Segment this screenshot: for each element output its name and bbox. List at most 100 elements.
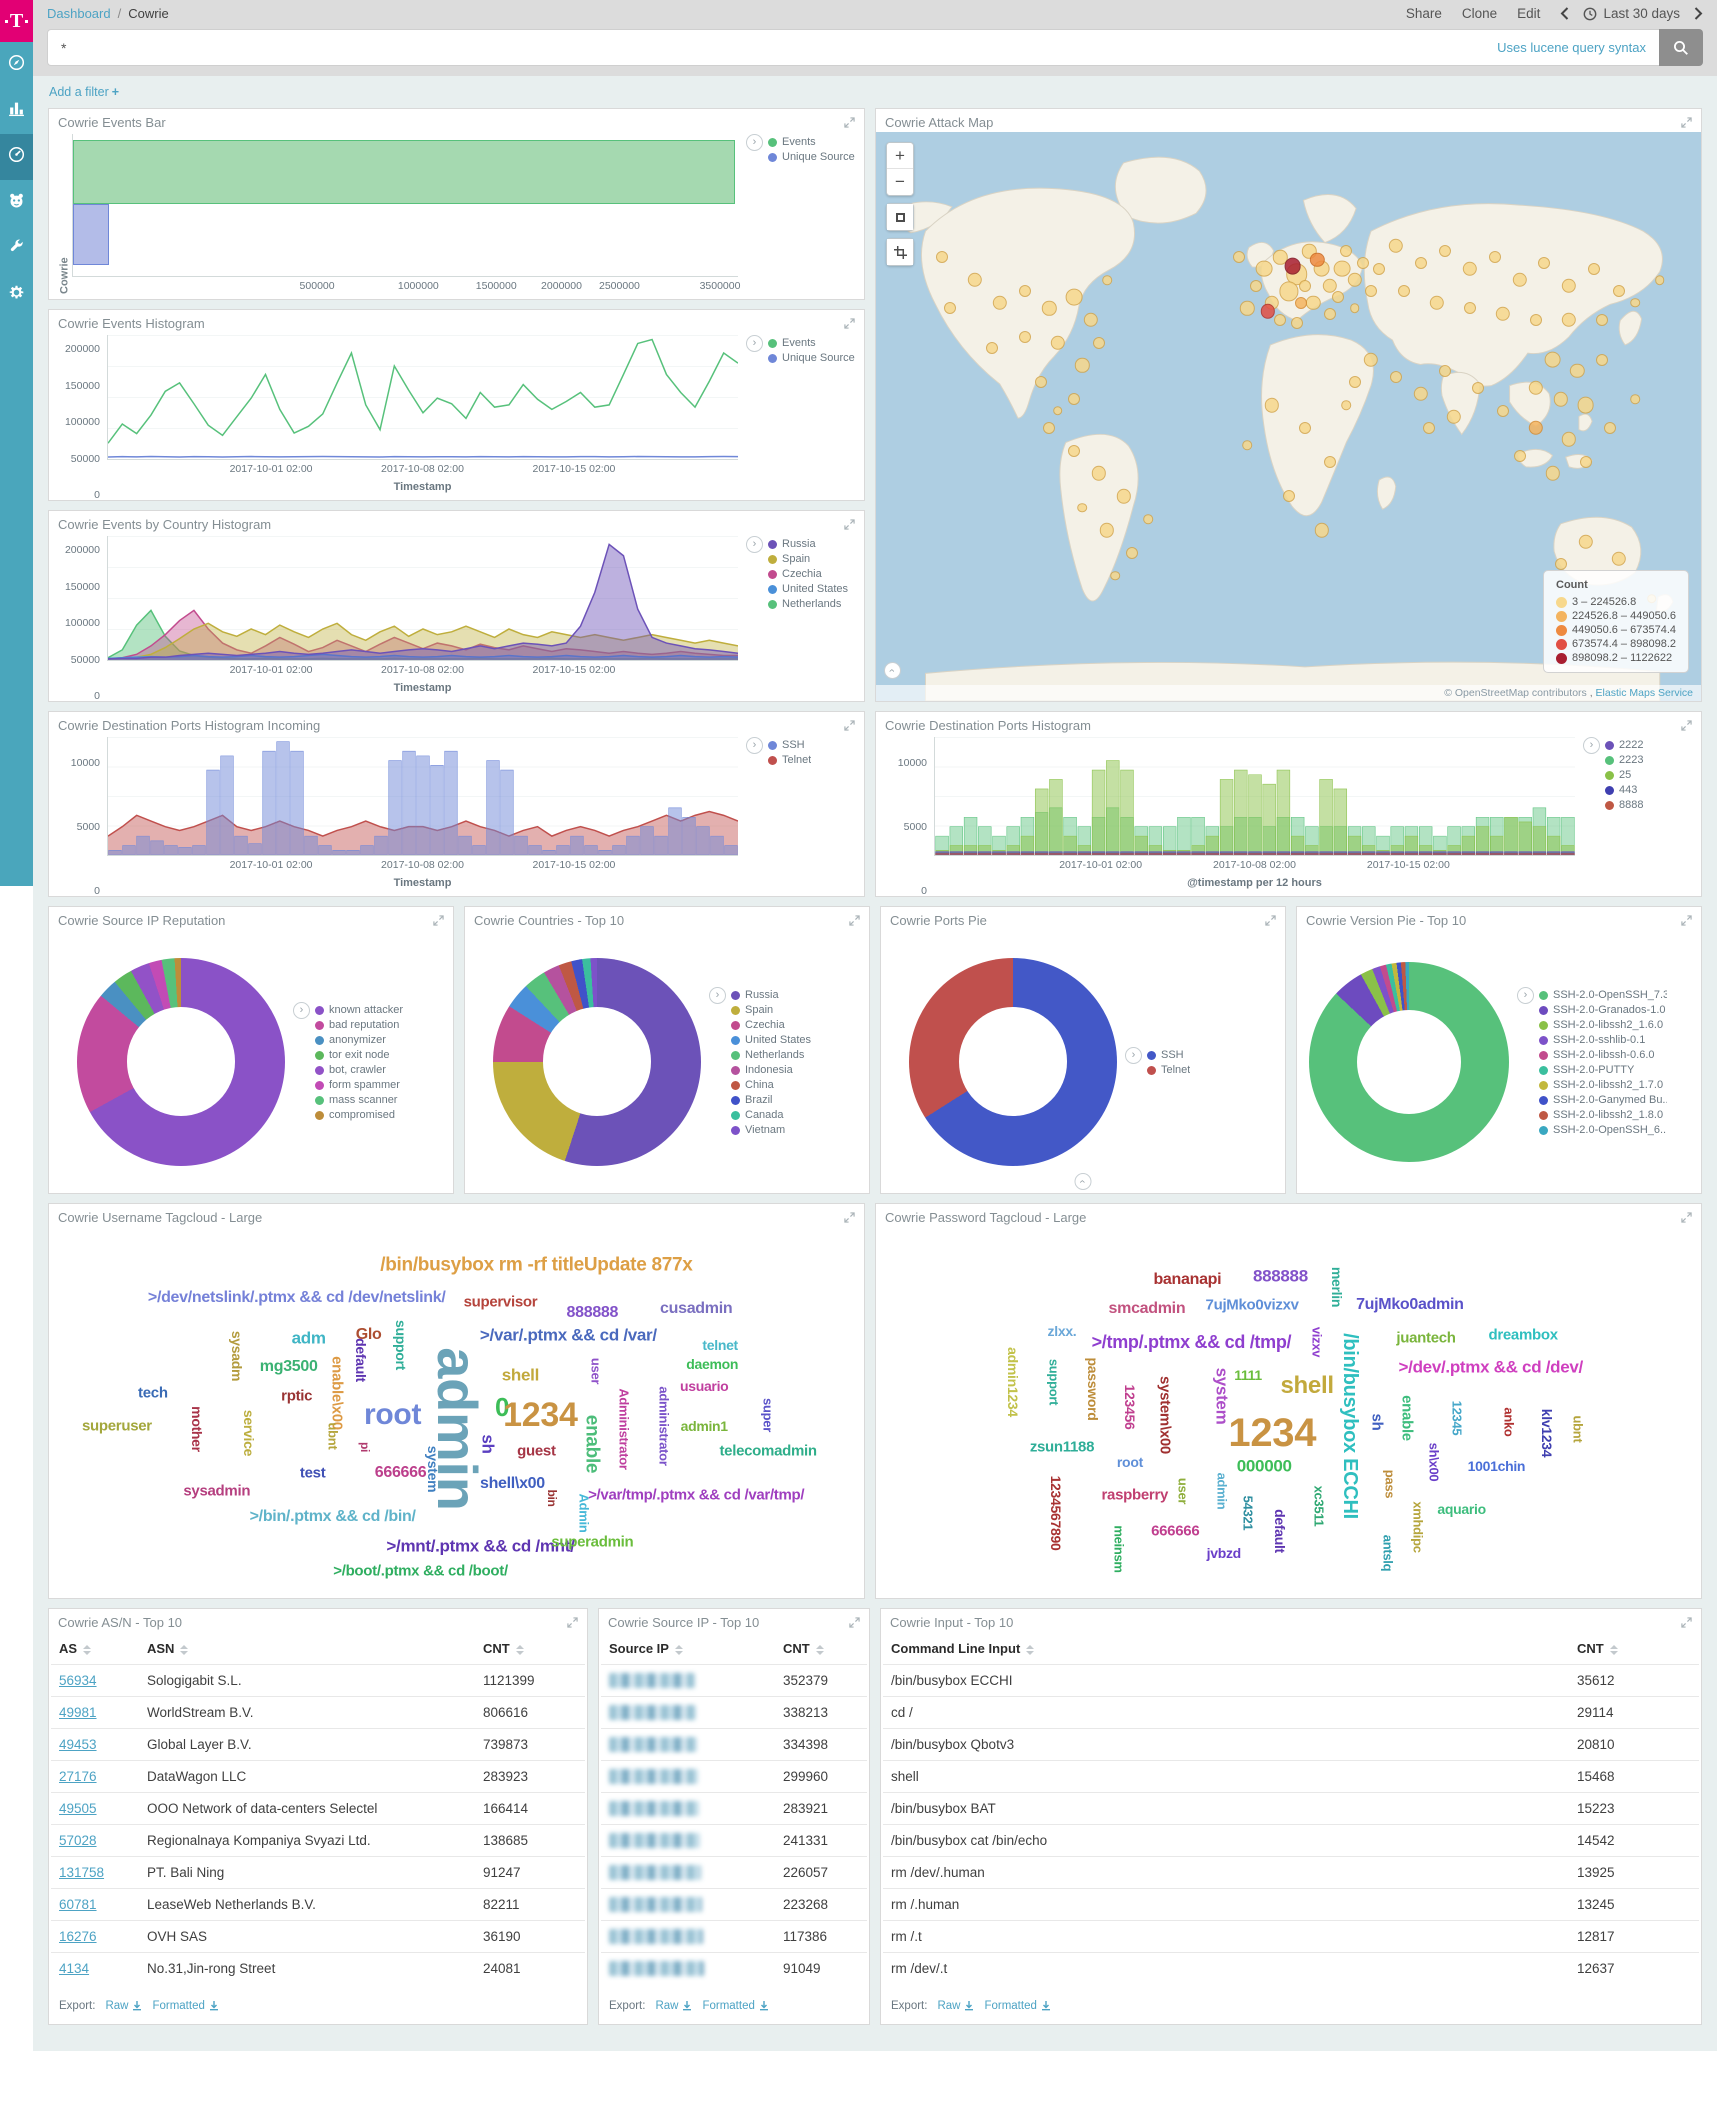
- map-marker[interactable]: [1570, 363, 1585, 379]
- map-marker[interactable]: [1413, 386, 1428, 401]
- tagcloud-word[interactable]: sh: [1368, 1413, 1386, 1431]
- tagcloud-word[interactable]: sh: [478, 1434, 498, 1454]
- map-marker[interactable]: [1528, 420, 1544, 436]
- tagcloud-word[interactable]: enable: [581, 1414, 603, 1473]
- tagcloud-word[interactable]: tech: [138, 1384, 168, 1402]
- map-marker[interactable]: [1306, 295, 1321, 310]
- tagcloud-word[interactable]: daemon: [686, 1355, 739, 1372]
- map-marker[interactable]: [1356, 256, 1369, 269]
- export-formatted-link[interactable]: Formatted: [152, 2000, 218, 2012]
- tagcloud-word[interactable]: >/tmp/.ptmx && cd /tmp/: [1091, 1331, 1292, 1352]
- tagcloud-word[interactable]: raspberry: [1101, 1486, 1169, 1504]
- map-marker[interactable]: [1414, 256, 1427, 269]
- expand-panel-icon[interactable]: [1681, 915, 1692, 926]
- map-marker[interactable]: [1388, 238, 1403, 253]
- bar-events[interactable]: [73, 139, 736, 204]
- tagcloud-word[interactable]: system\x00: [1156, 1375, 1174, 1454]
- tagcloud-word[interactable]: /bin/busybox ECCHI: [1338, 1332, 1361, 1519]
- tagcloud-word[interactable]: merlin: [1329, 1267, 1346, 1308]
- map-marker[interactable]: [1242, 440, 1253, 450]
- expand-panel-icon[interactable]: [844, 519, 855, 530]
- map-marker[interactable]: [1125, 547, 1138, 560]
- map-marker[interactable]: [1544, 351, 1561, 368]
- legend-item[interactable]: 25: [1605, 769, 1643, 781]
- map-marker[interactable]: [1472, 382, 1485, 395]
- map-marker[interactable]: [1065, 288, 1083, 306]
- as-number-link[interactable]: 131758: [59, 1865, 105, 1880]
- map-marker[interactable]: [1530, 313, 1542, 326]
- tagcloud-word[interactable]: shell: [501, 1365, 540, 1385]
- legend-item[interactable]: Events: [768, 337, 856, 349]
- map-marker[interactable]: [1439, 245, 1452, 258]
- map-marker[interactable]: [1446, 409, 1461, 424]
- legend-item[interactable]: 443: [1605, 784, 1643, 796]
- legend-item[interactable]: Netherlands: [768, 598, 848, 610]
- as-number-link[interactable]: 27176: [59, 1769, 97, 1784]
- tagcloud-word[interactable]: 0: [494, 1392, 510, 1423]
- tagcloud-word[interactable]: juantech: [1396, 1329, 1456, 1347]
- search-button[interactable]: [1659, 29, 1703, 66]
- legend-toggle-icon[interactable]: ›: [746, 737, 763, 754]
- legend-item[interactable]: 898098.2 – 1122622: [1556, 652, 1676, 664]
- map-marker[interactable]: [1282, 490, 1295, 503]
- map-marker[interactable]: [1273, 249, 1288, 265]
- expand-panel-icon[interactable]: [1681, 720, 1692, 731]
- legend-item[interactable]: SSH-2.0-libssh2_1.7.0: [1539, 1079, 1667, 1091]
- tagcloud-word[interactable]: support: [392, 1320, 409, 1371]
- legend-toggle-icon[interactable]: ›: [1583, 737, 1600, 754]
- tagcloud-word[interactable]: 666666: [1151, 1522, 1200, 1540]
- tagcloud-word[interactable]: password: [1084, 1357, 1101, 1421]
- world-map[interactable]: + − Count 3 – 224526.8 224526.8 – 449050.…: [876, 132, 1701, 701]
- export-formatted-link[interactable]: Formatted: [984, 2000, 1050, 2012]
- legend-item[interactable]: SSH-2.0-libssh-0.6.0: [1539, 1049, 1667, 1061]
- expand-panel-icon[interactable]: [849, 915, 860, 926]
- as-number-link[interactable]: 49981: [59, 1705, 97, 1720]
- search-query-input[interactable]: [48, 39, 1498, 56]
- expand-panel-icon[interactable]: [1681, 1212, 1692, 1223]
- tagcloud-word[interactable]: sysadmin: [183, 1482, 251, 1500]
- map-marker[interactable]: [1264, 397, 1280, 413]
- legend-item[interactable]: Spain: [768, 553, 848, 565]
- time-range-picker[interactable]: Last 30 days: [1583, 6, 1680, 21]
- legend-toggle-icon[interactable]: ›: [293, 1002, 310, 1019]
- map-marker[interactable]: [1596, 353, 1608, 366]
- legend-item[interactable]: SSH-2.0-sshlib-0.1: [1539, 1034, 1667, 1046]
- map-marker[interactable]: [1333, 260, 1351, 277]
- bar-unique-source-ips[interactable]: [73, 203, 109, 265]
- legend-item[interactable]: 2222: [1605, 739, 1643, 751]
- column-header[interactable]: AS: [51, 1632, 139, 1665]
- map-marker[interactable]: [1052, 406, 1063, 416]
- tagcloud-word[interactable]: cusadmin: [660, 1300, 733, 1318]
- map-marker[interactable]: [1349, 303, 1360, 314]
- map-marker[interactable]: [1290, 316, 1303, 329]
- tagcloud-word[interactable]: telecomadmin: [719, 1442, 817, 1460]
- legend-item[interactable]: 673574.4 – 898098.2: [1556, 638, 1676, 650]
- map-marker[interactable]: [1373, 262, 1386, 275]
- tagcloud-word[interactable]: 54321: [1240, 1495, 1256, 1531]
- tagcloud-word[interactable]: jvbzd: [1206, 1544, 1242, 1561]
- map-marker[interactable]: [1260, 304, 1276, 319]
- map-marker[interactable]: [1314, 523, 1329, 538]
- map-fit-bounds-button[interactable]: [887, 239, 913, 265]
- map-marker[interactable]: [1294, 296, 1307, 309]
- elastic-maps-link[interactable]: Elastic Maps Service: [1595, 687, 1693, 699]
- tagcloud-word[interactable]: smcadmin: [1108, 1300, 1186, 1318]
- map-marker[interactable]: [1278, 281, 1299, 301]
- tagcloud-word[interactable]: 000000: [1236, 1456, 1292, 1476]
- as-number-link[interactable]: 49505: [59, 1801, 97, 1816]
- map-marker[interactable]: [1612, 285, 1625, 298]
- export-raw-link[interactable]: Raw: [105, 2000, 142, 2012]
- as-number-link[interactable]: 16276: [59, 1929, 97, 1944]
- map-marker[interactable]: [1348, 376, 1361, 389]
- legend-item[interactable]: 8888: [1605, 799, 1643, 811]
- map-marker[interactable]: [1233, 251, 1245, 264]
- map-marker[interactable]: [1240, 301, 1255, 316]
- tagcloud-word[interactable]: root: [364, 1397, 422, 1431]
- tagcloud-word[interactable]: /bin/busybox rm -rf titleUpdate 877x: [380, 1254, 693, 1276]
- tagcloud-word[interactable]: 1111: [1234, 1366, 1262, 1383]
- map-marker[interactable]: [1043, 421, 1056, 434]
- legend-item[interactable]: Vietnam: [731, 1124, 811, 1136]
- map-marker[interactable]: [1310, 252, 1325, 268]
- map-marker[interactable]: [1596, 313, 1608, 326]
- legend-item[interactable]: Russia: [768, 538, 848, 550]
